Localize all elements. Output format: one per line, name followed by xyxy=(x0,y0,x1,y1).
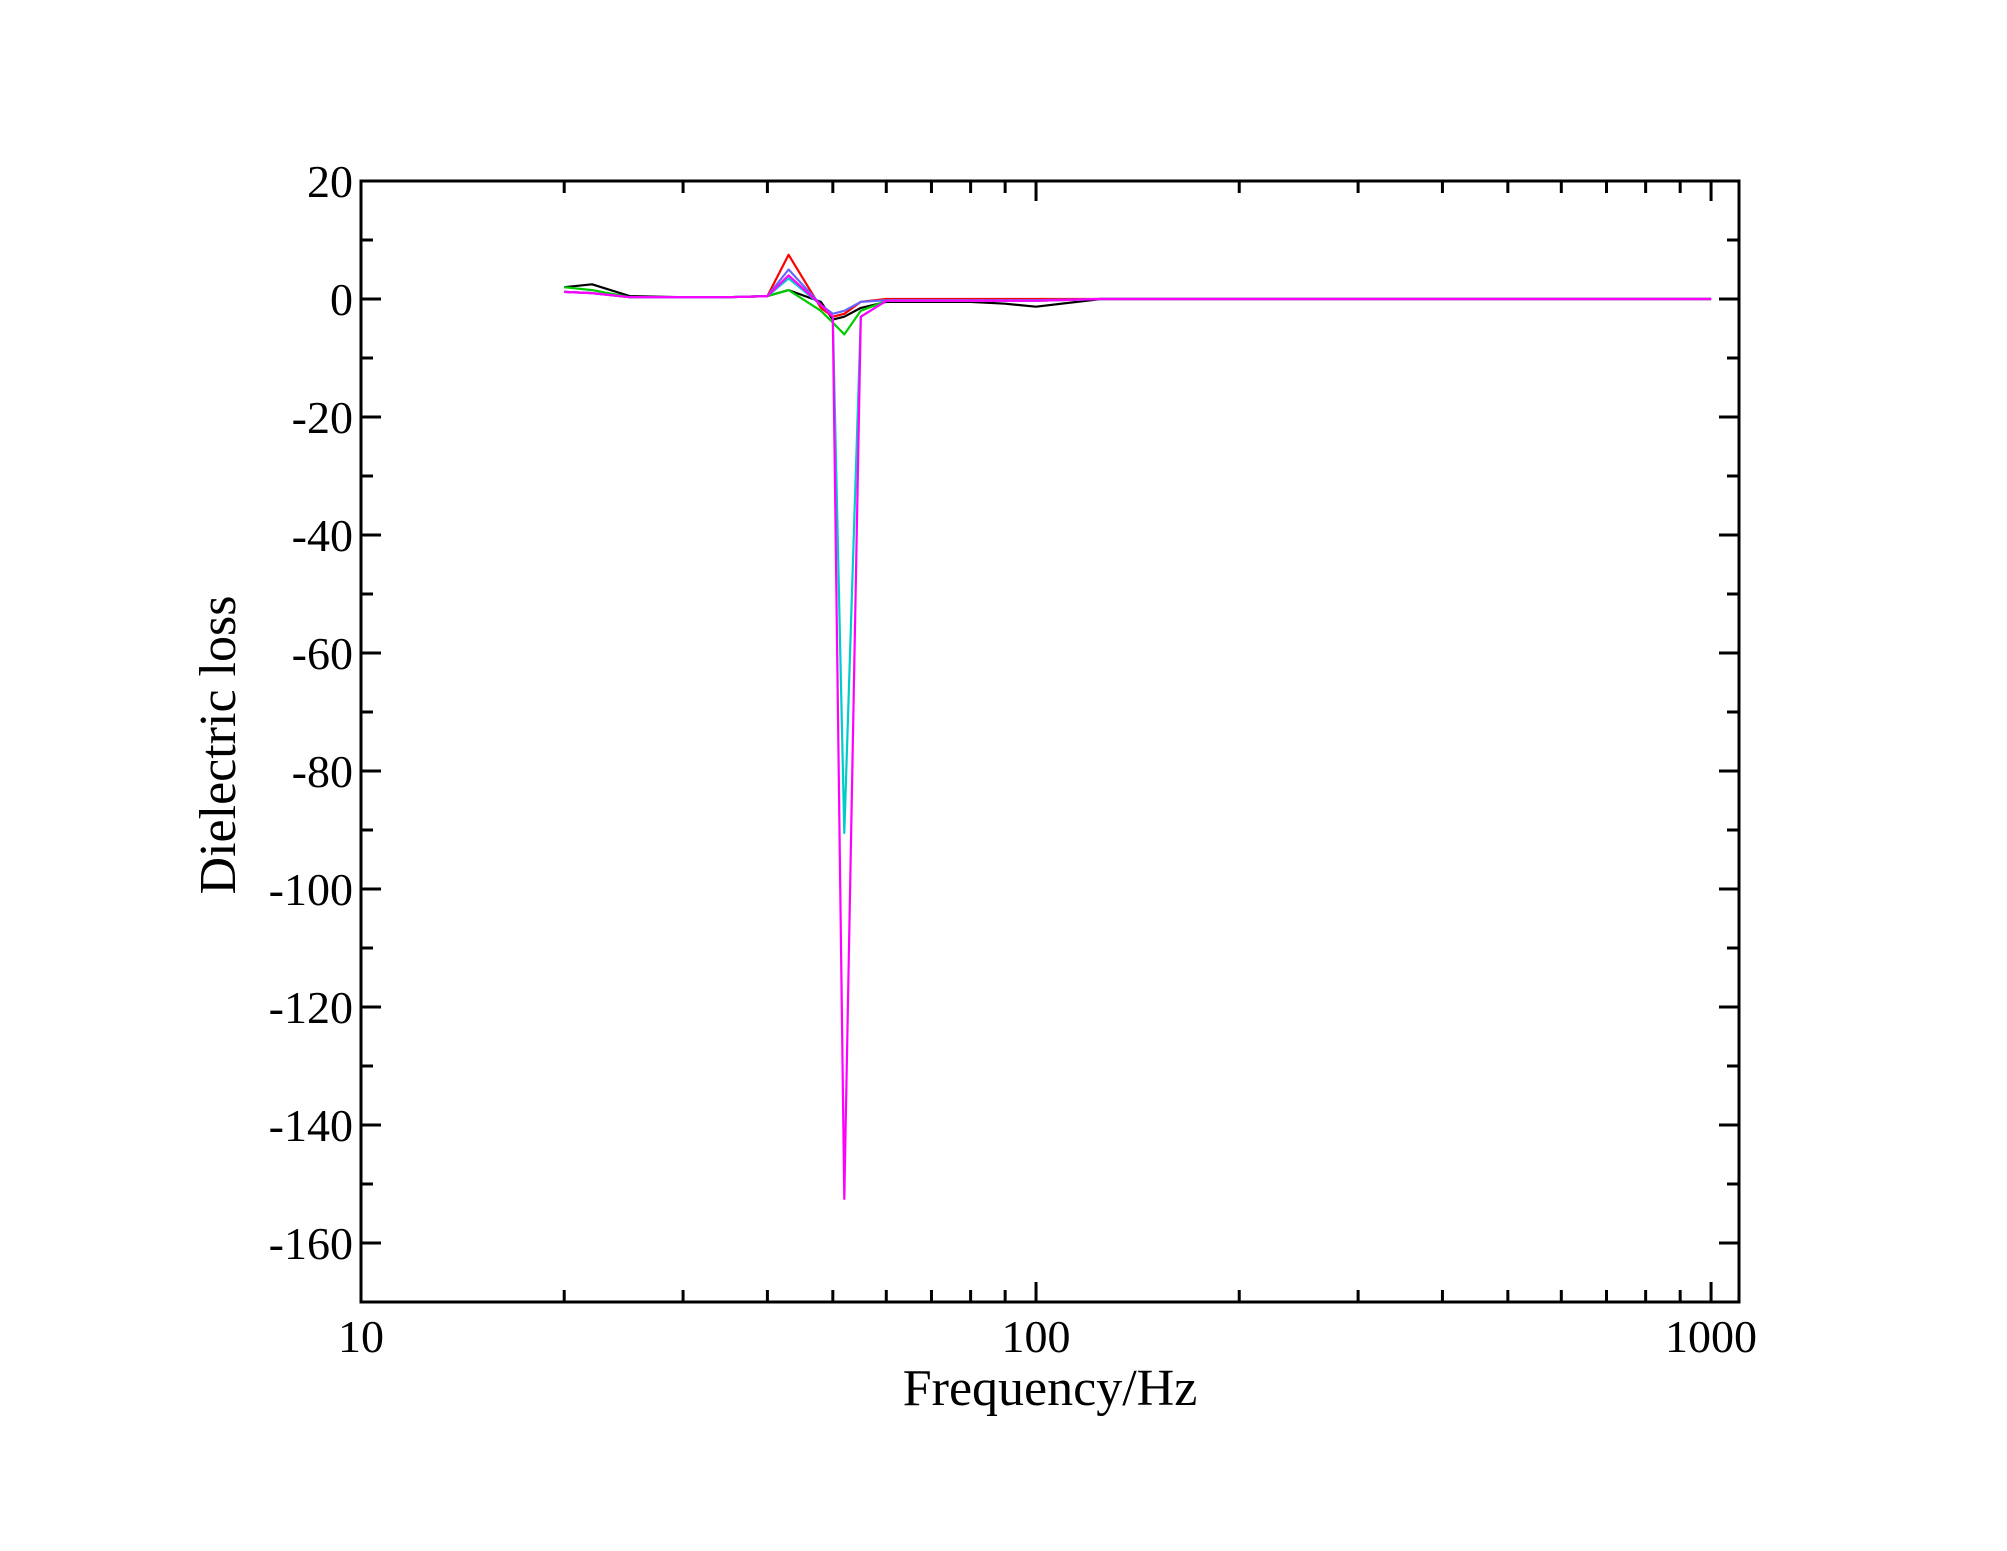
y-axis-title: Dielectric loss xyxy=(190,596,247,895)
y-tick-label: -100 xyxy=(269,864,353,915)
y-tick-label: 20 xyxy=(307,156,353,207)
y-tick-label: -120 xyxy=(269,982,353,1033)
series-line-1 xyxy=(564,283,1712,321)
series-layer xyxy=(564,253,1712,1200)
series-line-3 xyxy=(564,253,1712,318)
y-tick-label: -140 xyxy=(269,1100,353,1151)
y-tick-label: 0 xyxy=(330,274,353,325)
plot-frame xyxy=(359,179,1741,1304)
y-tick-label: -60 xyxy=(292,628,353,679)
series-line-6 xyxy=(564,274,1712,1200)
series-line-5 xyxy=(564,268,1712,315)
series-line-2 xyxy=(564,286,1712,336)
y-tick-label: -160 xyxy=(269,1218,353,1269)
x-tick-label: 100 xyxy=(1002,1311,1071,1362)
labels-layer: 20 0 -20 -40 -60 -80 -100 -120 -140 -160 10 100 1000 xyxy=(269,156,1757,1362)
y-tick-label: -80 xyxy=(292,746,353,797)
y-tick-label: -20 xyxy=(292,392,353,443)
series-line-4 xyxy=(564,277,1712,835)
ticks-layer xyxy=(359,179,1739,1302)
x-tick-label: 1000 xyxy=(1665,1311,1757,1362)
x-tick-label: 10 xyxy=(338,1311,384,1362)
y-tick-label: -40 xyxy=(292,510,353,561)
x-axis-title: Frequency/Hz xyxy=(903,1360,1198,1417)
